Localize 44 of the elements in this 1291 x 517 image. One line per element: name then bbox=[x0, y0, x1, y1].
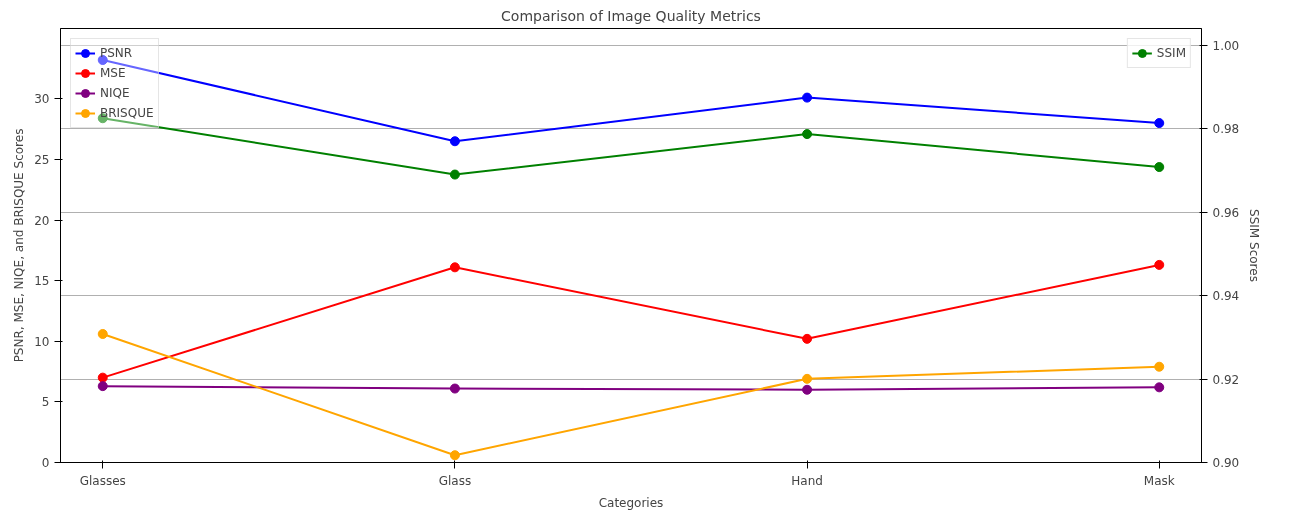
y-axis-title: PSNR, MSE, NIQE, and BRISQUE Scores bbox=[12, 128, 27, 363]
point bbox=[802, 384, 813, 395]
point bbox=[802, 92, 813, 103]
point bbox=[802, 373, 813, 384]
point bbox=[449, 450, 460, 461]
y-tick-label: 15 bbox=[34, 274, 50, 289]
chart-title: Comparison of Image Quality Metrics bbox=[501, 7, 761, 24]
x-axis-title: Categories bbox=[598, 495, 664, 510]
point bbox=[97, 372, 108, 383]
y2-tick-label: 0.92 bbox=[1212, 372, 1240, 387]
legend-label: SSIM bbox=[1156, 46, 1186, 60]
y2-tick-label: 0.90 bbox=[1212, 456, 1240, 470]
y-tick-label: 10 bbox=[34, 334, 50, 349]
x-tick-label: Mask bbox=[1143, 473, 1175, 488]
point bbox=[449, 169, 460, 180]
y2-axis-title: SSIM Scores bbox=[1247, 209, 1262, 282]
point bbox=[802, 129, 813, 140]
y2-tick-label: 0.94 bbox=[1212, 289, 1240, 304]
legend-label: MSE bbox=[100, 66, 126, 80]
point bbox=[449, 136, 460, 147]
legend-label: PSNR bbox=[100, 46, 133, 60]
point bbox=[97, 381, 108, 392]
y-tick-label: 20 bbox=[34, 213, 50, 228]
point bbox=[1154, 361, 1165, 372]
point bbox=[1154, 162, 1165, 173]
legend-label: BRISQUE bbox=[100, 106, 154, 120]
y2-tick-label: 0.98 bbox=[1212, 122, 1240, 137]
y-tick-label: 30 bbox=[34, 92, 50, 107]
x-tick-label: Hand bbox=[791, 473, 823, 488]
point bbox=[449, 262, 460, 273]
x-tick-label: Glasses bbox=[79, 473, 126, 488]
y2-tick-label: 0.96 bbox=[1212, 205, 1240, 220]
y-tick-label: 0 bbox=[41, 456, 50, 470]
point bbox=[802, 333, 813, 344]
x-tick-label: Glass bbox=[438, 473, 472, 488]
point bbox=[1154, 382, 1165, 393]
point bbox=[449, 383, 460, 394]
point bbox=[1154, 259, 1165, 270]
y-tick-label: 5 bbox=[41, 395, 50, 410]
point bbox=[1154, 118, 1165, 129]
y-tick-label: 25 bbox=[34, 152, 50, 167]
legend-label: NIQE bbox=[100, 86, 130, 100]
point bbox=[97, 329, 108, 339]
y2-tick-label: 1.00 bbox=[1212, 38, 1240, 53]
